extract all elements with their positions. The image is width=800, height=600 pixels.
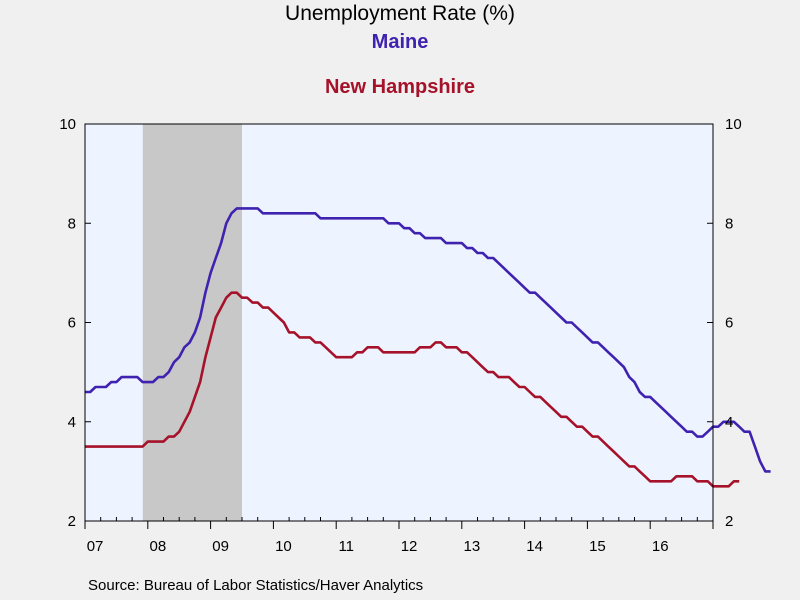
y-tick-label-left: 2 (68, 513, 76, 530)
x-tick-label: 07 (87, 538, 104, 555)
x-tick-label: 16 (652, 538, 669, 555)
recession-shading (142, 124, 242, 521)
y-tick-label-right: 10 (725, 116, 742, 133)
y-tick-label-right: 6 (725, 315, 733, 332)
x-tick-label: 12 (401, 538, 418, 555)
chart-title: Unemployment Rate (%) (285, 2, 515, 25)
x-tick-label: 15 (589, 538, 606, 555)
y-tick-label-left: 4 (68, 414, 76, 431)
x-tick-label: 11 (338, 538, 354, 555)
y-tick-label-right: 2 (725, 513, 733, 530)
legend-new-hampshire: New Hampshire (324, 76, 476, 98)
y-tick-label-left: 8 (68, 215, 76, 232)
y-tick-label-left: 10 (59, 116, 76, 133)
series-line-maine (85, 207, 771, 473)
x-tick-label: 10 (275, 538, 292, 555)
x-tick-label: 14 (526, 538, 543, 555)
y-tick-label-right: 4 (725, 414, 733, 431)
y-tick-label-left: 6 (68, 315, 76, 332)
x-tick-label: 09 (212, 538, 229, 555)
series-line-new-hampshire (85, 291, 740, 488)
y-tick-label-right: 8 (725, 215, 733, 232)
x-tick-label: 13 (464, 538, 481, 555)
source-note: Source: Bureau of Labor Statistics/Haver… (88, 577, 424, 594)
legend-maine: Maine (371, 31, 429, 53)
x-tick-label: 08 (150, 538, 167, 555)
